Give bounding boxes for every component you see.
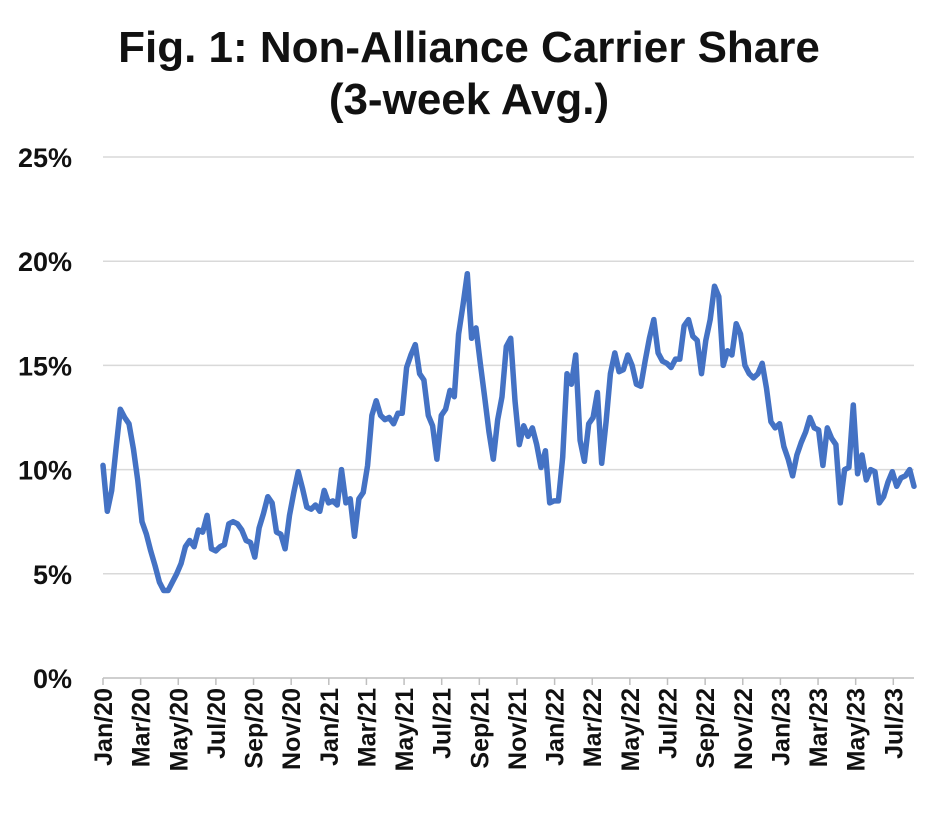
chart-title: Fig. 1: Non-Alliance Carrier Share (3-we…	[0, 22, 938, 126]
x-tick-label: Jan/23	[767, 688, 795, 766]
x-tick-label: Jan/22	[542, 688, 570, 766]
y-tick-label: 5%	[33, 560, 72, 590]
chart-title-line-1: Fig. 1: Non-Alliance Carrier Share	[118, 23, 820, 72]
x-tick-label: May/23	[843, 688, 871, 771]
x-tick-label: May/20	[165, 688, 193, 771]
gridlines	[103, 156, 914, 679]
x-tick-label: Mar/22	[579, 688, 607, 767]
chart-subtitle: (3-week Avg.)	[328, 75, 610, 124]
y-tick-label: 15%	[18, 351, 72, 381]
x-tick-label: Nov/20	[278, 688, 306, 770]
x-tick-label: Mar/21	[353, 688, 381, 767]
x-tick-label: Jan/21	[316, 688, 344, 766]
x-tick-label: Jul/23	[880, 688, 908, 759]
x-axis-ticks: Jan/20 Mar/20 May/20 Jul/20 Sep/20 Nov/20 Jan/…	[90, 678, 908, 771]
x-tick-label: Jul/20	[203, 688, 231, 759]
y-tick-label: 25%	[18, 143, 72, 173]
x-tick-label: Nov/22	[730, 688, 758, 770]
y-axis-ticks: 0% 5% 10% 15% 20% 25%	[18, 143, 72, 694]
series-layer	[100, 270, 917, 594]
x-tick-label: Sep/22	[692, 688, 720, 769]
x-tick-label: Jul/22	[655, 688, 683, 759]
y-tick-label: 0%	[33, 664, 72, 694]
x-tick-label: Sep/20	[241, 688, 269, 769]
x-tick-label: Sep/21	[466, 688, 494, 769]
y-tick-label: 20%	[18, 247, 72, 277]
series-line	[100, 270, 917, 594]
x-tick-label: May/22	[617, 688, 645, 771]
x-tick-label: Nov/21	[504, 688, 532, 770]
x-tick-label: Mar/23	[805, 688, 833, 767]
x-tick-label: Mar/20	[128, 688, 156, 767]
y-tick-label: 10%	[18, 456, 72, 486]
x-tick-label: Jan/20	[90, 688, 118, 766]
x-tick-label: Jul/21	[429, 688, 457, 759]
x-tick-label: May/21	[391, 688, 419, 771]
